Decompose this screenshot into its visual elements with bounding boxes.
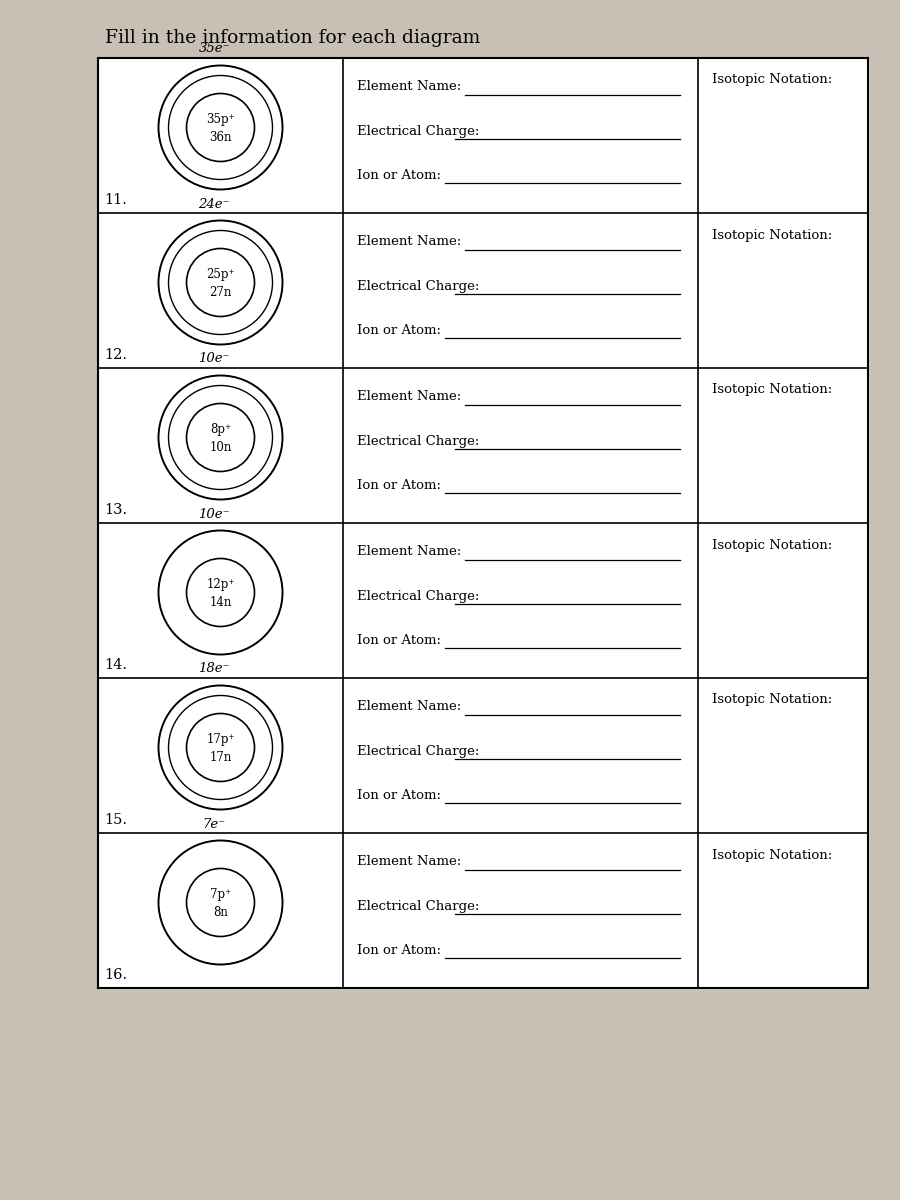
Text: Isotopic Notation:: Isotopic Notation: bbox=[712, 384, 832, 396]
Ellipse shape bbox=[158, 376, 283, 499]
Text: 35e⁻: 35e⁻ bbox=[199, 42, 230, 55]
Text: 13.: 13. bbox=[104, 503, 127, 517]
Text: 24e⁻: 24e⁻ bbox=[199, 198, 230, 210]
Text: 25p⁺: 25p⁺ bbox=[206, 268, 235, 281]
Text: Electrical Charge:: Electrical Charge: bbox=[357, 589, 480, 602]
Ellipse shape bbox=[158, 66, 283, 190]
Text: Ion or Atom:: Ion or Atom: bbox=[357, 634, 441, 647]
Bar bbox=[98, 58, 868, 988]
Text: Ion or Atom:: Ion or Atom: bbox=[357, 324, 441, 337]
Text: 10e⁻: 10e⁻ bbox=[199, 353, 230, 366]
Text: Ion or Atom:: Ion or Atom: bbox=[357, 788, 441, 802]
Text: Fill in the information for each diagram: Fill in the information for each diagram bbox=[105, 29, 481, 47]
Text: 36n: 36n bbox=[209, 131, 232, 144]
Text: Electrical Charge:: Electrical Charge: bbox=[357, 744, 480, 757]
Text: Element Name:: Element Name: bbox=[357, 80, 461, 94]
Text: Electrical Charge:: Electrical Charge: bbox=[357, 280, 480, 293]
Text: 12p⁺: 12p⁺ bbox=[206, 578, 235, 590]
Ellipse shape bbox=[186, 869, 255, 936]
Ellipse shape bbox=[186, 403, 255, 472]
Ellipse shape bbox=[186, 714, 255, 781]
Text: 7e⁻: 7e⁻ bbox=[202, 817, 226, 830]
Text: 8p⁺: 8p⁺ bbox=[210, 422, 231, 436]
Text: 14.: 14. bbox=[104, 658, 127, 672]
Text: Element Name:: Element Name: bbox=[357, 856, 461, 869]
Ellipse shape bbox=[186, 558, 255, 626]
Ellipse shape bbox=[168, 76, 273, 180]
Ellipse shape bbox=[158, 221, 283, 344]
Ellipse shape bbox=[168, 385, 273, 490]
Ellipse shape bbox=[158, 840, 283, 965]
Ellipse shape bbox=[168, 696, 273, 799]
Text: 18e⁻: 18e⁻ bbox=[199, 662, 230, 676]
Text: 11.: 11. bbox=[104, 193, 127, 206]
Ellipse shape bbox=[186, 248, 255, 317]
Text: 12.: 12. bbox=[104, 348, 127, 362]
Ellipse shape bbox=[168, 230, 273, 335]
Text: 27n: 27n bbox=[210, 286, 231, 299]
Text: 15.: 15. bbox=[104, 814, 127, 827]
Text: 14n: 14n bbox=[210, 596, 231, 608]
Ellipse shape bbox=[158, 530, 283, 654]
Text: Electrical Charge:: Electrical Charge: bbox=[357, 434, 480, 448]
Text: Isotopic Notation:: Isotopic Notation: bbox=[712, 848, 832, 862]
Text: Isotopic Notation:: Isotopic Notation: bbox=[712, 228, 832, 241]
Text: 8n: 8n bbox=[213, 906, 228, 919]
Text: 10n: 10n bbox=[210, 440, 231, 454]
Text: Ion or Atom:: Ion or Atom: bbox=[357, 944, 441, 956]
Text: Ion or Atom:: Ion or Atom: bbox=[357, 479, 441, 492]
Text: Ion or Atom:: Ion or Atom: bbox=[357, 169, 441, 182]
Text: 17n: 17n bbox=[210, 751, 231, 764]
Text: Isotopic Notation:: Isotopic Notation: bbox=[712, 539, 832, 552]
Text: Element Name:: Element Name: bbox=[357, 390, 461, 403]
Ellipse shape bbox=[186, 94, 255, 162]
Text: Isotopic Notation:: Isotopic Notation: bbox=[712, 73, 832, 86]
Text: Element Name:: Element Name: bbox=[357, 545, 461, 558]
Text: Isotopic Notation:: Isotopic Notation: bbox=[712, 694, 832, 707]
Text: Element Name:: Element Name: bbox=[357, 235, 461, 248]
Ellipse shape bbox=[158, 685, 283, 810]
Text: Element Name:: Element Name: bbox=[357, 701, 461, 713]
Text: 35p⁺: 35p⁺ bbox=[206, 113, 235, 126]
Text: 10e⁻: 10e⁻ bbox=[199, 508, 230, 521]
Text: Electrical Charge:: Electrical Charge: bbox=[357, 900, 480, 912]
Text: 7p⁺: 7p⁺ bbox=[210, 888, 231, 901]
Text: 16.: 16. bbox=[104, 968, 127, 982]
Text: 17p⁺: 17p⁺ bbox=[206, 733, 235, 746]
Text: Electrical Charge:: Electrical Charge: bbox=[357, 125, 480, 138]
